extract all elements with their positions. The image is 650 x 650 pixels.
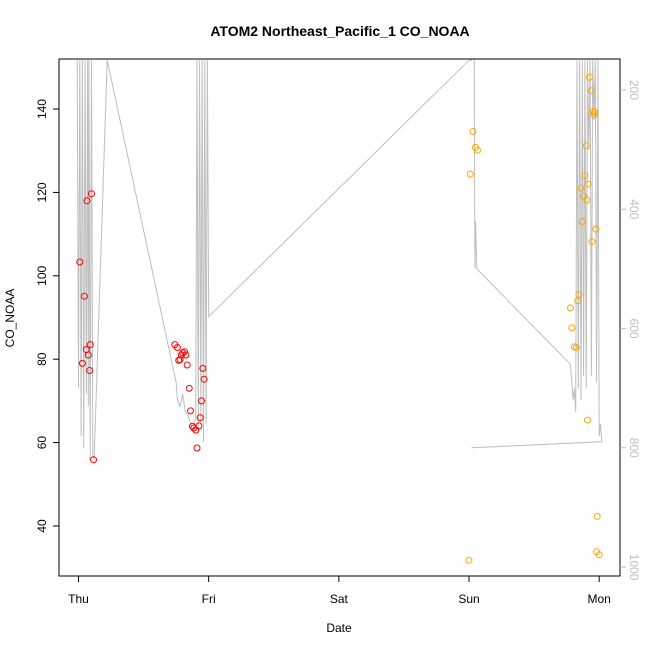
pressure-line (76, 59, 603, 460)
y-axis-label: CO_NOAA (3, 289, 17, 348)
data-point-red (195, 422, 203, 430)
x-axis: Thu Fri Sat Sun Mon (68, 575, 611, 606)
data-point-orange (589, 108, 597, 115)
y-tick-label: 100 (35, 265, 49, 285)
y-tick-label: 120 (35, 182, 49, 202)
y-tick-label: 60 (35, 436, 49, 450)
data-point-orange (578, 218, 586, 226)
x-axis-label: Date (326, 621, 352, 635)
data-point-red (187, 407, 194, 415)
data-point-red (90, 456, 97, 464)
data-point-orange (581, 172, 589, 180)
data-point-orange (588, 238, 596, 246)
data-point-red (181, 348, 189, 356)
x-tick-label: Sun (458, 592, 479, 606)
plot-area (76, 59, 603, 564)
data-point-red (185, 384, 193, 392)
data-point-orange (466, 170, 474, 178)
data-point-orange (592, 225, 600, 233)
data-point-orange (584, 416, 591, 424)
data-point-red (86, 341, 94, 349)
data-point-orange (591, 108, 599, 116)
data-point-orange (568, 324, 576, 332)
data-point-orange (593, 512, 601, 520)
right-y-tick-label: 600 (627, 319, 641, 339)
right-y-tick-label: 800 (627, 438, 641, 458)
data-point-orange (584, 180, 592, 188)
data-point-red (175, 356, 183, 364)
data-point-red (80, 292, 88, 300)
data-point-red (193, 444, 201, 452)
data-point-orange (595, 551, 603, 559)
data-point-red (199, 364, 207, 372)
right-y-axis: 200 400 600 800 1000 (620, 80, 641, 581)
data-point-red (176, 356, 184, 364)
data-point-orange (572, 344, 580, 351)
y-tick-label: 140 (35, 99, 49, 119)
chart-title: ATOM2 Northeast_Pacific_1 CO_NOAA (210, 23, 469, 39)
data-point-red (86, 367, 94, 374)
data-point-red (76, 258, 84, 266)
data-point-red (173, 344, 181, 351)
y-axis: 40 60 80 100 120 140 (35, 99, 59, 533)
data-point-orange (587, 87, 595, 95)
data-point-red (196, 414, 204, 422)
data-point-orange (469, 128, 477, 135)
y-tick-label: 40 (35, 519, 49, 533)
data-point-orange (582, 142, 590, 150)
data-point-red (183, 361, 191, 369)
data-point-orange (583, 196, 591, 204)
x-tick-label: Thu (68, 592, 89, 606)
data-point-red (78, 359, 86, 367)
right-y-tick-label: 1000 (627, 554, 641, 581)
data-point-orange (585, 73, 593, 81)
data-point-red (88, 190, 95, 198)
data-point-orange (577, 184, 585, 192)
x-tick-label: Fri (202, 592, 216, 606)
data-point-red (83, 197, 91, 205)
data-point-orange (575, 291, 583, 299)
data-point-red (200, 375, 208, 383)
y-tick-label: 80 (35, 352, 49, 366)
data-point-red (182, 351, 190, 359)
data-point-orange (465, 556, 473, 564)
right-y-tick-label: 400 (627, 199, 641, 219)
x-tick-label: Mon (588, 592, 611, 606)
data-point-red (84, 351, 92, 359)
data-point-red (198, 397, 205, 405)
x-tick-label: Sat (330, 592, 349, 606)
right-y-tick-label: 200 (627, 80, 641, 100)
data-point-orange (474, 146, 481, 154)
data-point-orange (567, 304, 574, 312)
